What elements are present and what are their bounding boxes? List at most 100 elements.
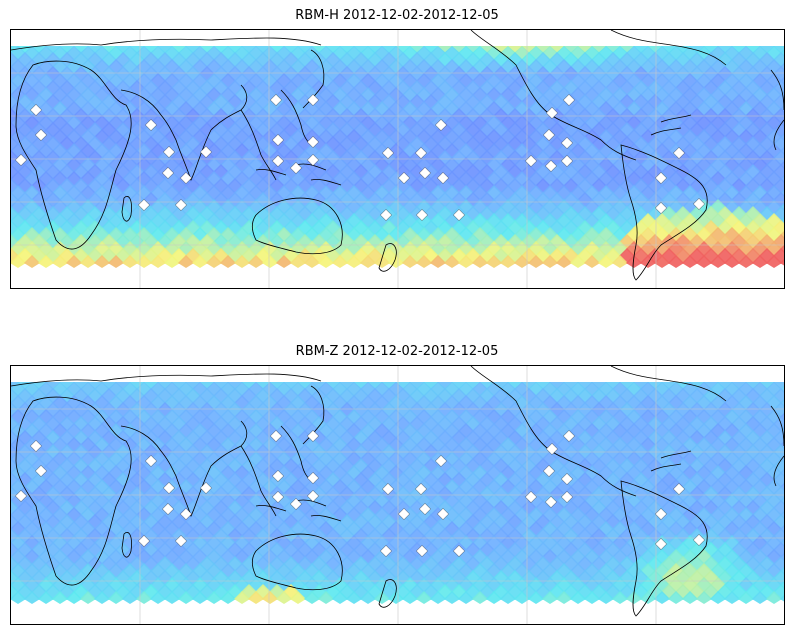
heat-cell bbox=[528, 255, 544, 268]
coastline bbox=[302, 49, 325, 109]
heat-cell bbox=[59, 46, 75, 54]
coastline bbox=[15, 396, 132, 586]
heat-cell bbox=[325, 46, 341, 54]
heat-cell bbox=[66, 591, 82, 604]
heat-cell bbox=[416, 382, 432, 397]
station-marker bbox=[163, 482, 175, 494]
heat-cell bbox=[332, 46, 348, 61]
station-marker bbox=[15, 154, 27, 166]
heat-cell bbox=[612, 255, 628, 268]
station-marker bbox=[145, 455, 157, 467]
heat-cell bbox=[612, 46, 628, 61]
heat-cell bbox=[388, 255, 404, 268]
heat-cell bbox=[318, 255, 334, 268]
heat-cell bbox=[682, 255, 698, 268]
heat-cell bbox=[465, 46, 481, 54]
heat-cell bbox=[304, 382, 320, 397]
heat-cell bbox=[276, 46, 292, 61]
heat-cell bbox=[416, 255, 432, 268]
station-marker bbox=[380, 545, 392, 557]
heat-cell bbox=[304, 255, 320, 268]
heat-cell bbox=[276, 382, 292, 397]
station-marker bbox=[307, 154, 319, 166]
heat-cell bbox=[311, 46, 327, 54]
heat-cell bbox=[332, 382, 348, 397]
heat-cell bbox=[423, 382, 439, 390]
heat-cell bbox=[402, 46, 418, 61]
heat-cell bbox=[31, 382, 47, 390]
map-svg-rbm-z bbox=[11, 366, 784, 624]
heat-cell bbox=[472, 46, 488, 61]
heat-cell bbox=[437, 382, 453, 390]
heat-cell bbox=[745, 46, 761, 54]
station-marker bbox=[437, 172, 449, 184]
heat-cell bbox=[640, 46, 656, 61]
heat-cell bbox=[234, 382, 250, 397]
heat-cell bbox=[297, 382, 313, 390]
heat-cell bbox=[549, 46, 565, 54]
heat-cells-rbm-h bbox=[11, 46, 784, 268]
heat-cell bbox=[332, 591, 348, 604]
station-marker bbox=[307, 472, 319, 484]
heat-cell bbox=[94, 591, 110, 604]
heat-cell bbox=[563, 382, 579, 390]
heat-cell bbox=[773, 122, 784, 138]
heat-cell bbox=[773, 486, 784, 502]
coastline bbox=[240, 445, 277, 517]
heat-cell bbox=[647, 382, 663, 390]
heat-cell bbox=[647, 46, 663, 54]
heat-cell bbox=[528, 382, 544, 397]
heat-cell bbox=[458, 382, 474, 397]
coastlines-rbm-h bbox=[11, 30, 784, 281]
station-marker bbox=[546, 443, 558, 455]
heat-cell bbox=[479, 382, 495, 390]
heat-cell bbox=[122, 591, 138, 604]
heat-cell bbox=[45, 382, 61, 390]
heat-cell bbox=[752, 46, 768, 61]
heat-cell bbox=[612, 382, 628, 397]
heat-cell bbox=[619, 46, 635, 54]
graticule-rbm-z bbox=[11, 366, 784, 624]
heat-cell bbox=[472, 255, 488, 268]
heat-cell bbox=[521, 46, 537, 54]
heat-cell bbox=[780, 595, 784, 602]
station-marker bbox=[416, 209, 428, 221]
heat-cell bbox=[206, 382, 222, 397]
heat-cell bbox=[472, 591, 488, 604]
heat-cell bbox=[444, 382, 460, 397]
heat-cell bbox=[38, 46, 54, 61]
heat-cell bbox=[220, 46, 236, 61]
heat-cell bbox=[738, 591, 754, 604]
station-marker bbox=[307, 430, 319, 442]
heat-cell bbox=[549, 382, 565, 390]
heat-cell bbox=[38, 382, 54, 397]
heat-cell bbox=[346, 382, 362, 397]
heat-cell bbox=[500, 255, 516, 268]
heat-cell bbox=[101, 382, 117, 390]
heat-cell bbox=[178, 46, 194, 61]
heat-cell bbox=[234, 591, 250, 604]
heat-cell bbox=[52, 591, 68, 604]
station-marker bbox=[382, 483, 394, 495]
heat-cell bbox=[654, 255, 670, 268]
heat-cell bbox=[108, 255, 124, 268]
heat-cell bbox=[11, 591, 26, 604]
heat-cell bbox=[262, 255, 278, 268]
heat-cell bbox=[87, 382, 103, 390]
heat-cell bbox=[479, 46, 495, 54]
heat-cell bbox=[773, 500, 784, 516]
heat-cell bbox=[696, 382, 712, 397]
heat-cell bbox=[24, 382, 40, 397]
heat-cell bbox=[192, 591, 208, 604]
station-markers-rbm-h bbox=[15, 94, 705, 221]
heat-cell bbox=[654, 46, 670, 61]
heat-cell bbox=[374, 382, 390, 397]
station-marker bbox=[15, 490, 27, 502]
heat-cell bbox=[143, 46, 159, 54]
heat-cell bbox=[24, 591, 40, 604]
heat-cell bbox=[409, 46, 425, 54]
heat-cell bbox=[423, 46, 439, 54]
heat-cell bbox=[241, 382, 257, 390]
heat-cell bbox=[773, 584, 784, 600]
heat-cell bbox=[773, 178, 784, 194]
